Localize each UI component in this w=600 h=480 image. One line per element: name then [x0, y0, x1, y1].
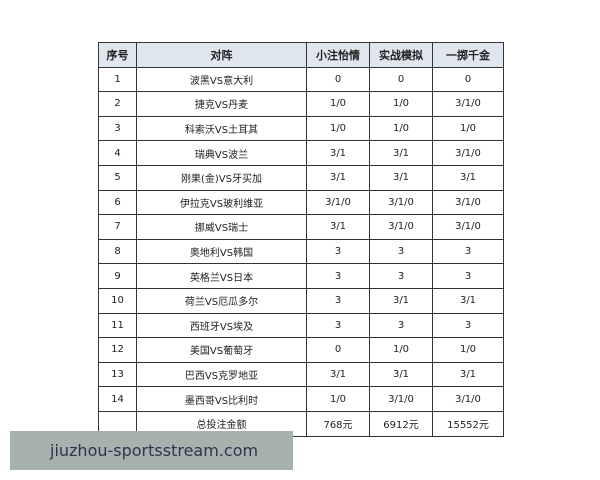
table-cell: 3/1: [369, 287, 433, 314]
table-cell: 捷克VS丹麦: [136, 91, 307, 117]
table-cell: 4: [98, 140, 137, 166]
table-cell: 波黑VS意大利: [136, 66, 307, 93]
table-cell: 3/1/0: [432, 189, 504, 216]
table-cell: 3/1: [306, 140, 370, 166]
table-row: 9 英格兰VS日本 3 3 3: [98, 263, 504, 289]
column-header: 序号: [98, 42, 137, 68]
table-cell: 7: [98, 214, 137, 240]
table-row: 11 西班牙VS埃及 3 3 3: [98, 312, 504, 339]
table-cell: 3/1/0: [369, 189, 433, 216]
table-cell: 美国VS葡萄牙: [136, 337, 307, 363]
table-row: 3 科索沃VS土耳其 1/0 1/0 1/0: [98, 115, 504, 142]
table-cell: 8: [98, 238, 137, 265]
table-cell: 英格兰VS日本: [136, 263, 307, 289]
table-cell: 3/1/0: [369, 214, 433, 240]
table-cell: 0: [306, 66, 370, 93]
table-row: 7 挪威VS瑞士 3/1 3/1/0 3/1/0: [98, 214, 504, 240]
table-row: 12 美国VS葡萄牙 0 1/0 1/0: [98, 337, 504, 363]
table-cell: 科索沃VS土耳其: [136, 115, 307, 142]
table-row: 8 奥地利VS韩国 3 3 3: [98, 238, 504, 265]
table-row: 6 伊拉克VS玻利维亚 3/1/0 3/1/0 3/1/0: [98, 189, 504, 216]
table-cell: 12: [98, 337, 137, 363]
table-row: 14 墨西哥VS比利时 1/0 3/1/0 3/1/0: [98, 386, 504, 412]
table-cell: 3/1/0: [432, 214, 504, 240]
table-cell: 3/1: [432, 287, 504, 314]
table-cell: 1/0: [432, 115, 504, 142]
table-cell: 3/1/0: [369, 386, 433, 412]
table-cell: 14: [98, 386, 137, 412]
table-cell: 13: [98, 361, 137, 388]
table-cell: 3: [432, 263, 504, 289]
table-cell: 1/0: [432, 337, 504, 363]
table-cell: 3/1/0: [432, 140, 504, 166]
table-cell: 3: [306, 287, 370, 314]
table-cell: 2: [98, 91, 137, 117]
table-cell: 3: [369, 312, 433, 339]
watermark-text: jiuzhou-sportsstream.com: [50, 441, 259, 460]
table-cell: 3/1: [369, 361, 433, 388]
column-header: 小注怡情: [306, 42, 370, 68]
betting-table: 序号 对阵 小注怡情 实战模拟 一掷千金 1 波黑VS意大利 0 0 0 2 捷克VS丹麦 1/0 1/…: [98, 42, 504, 437]
table-cell: 1/0: [369, 337, 433, 363]
table-cell: 0: [369, 66, 433, 93]
table-cell: 挪威VS瑞士: [136, 214, 307, 240]
column-header: 一掷千金: [432, 42, 504, 68]
table-row: 1 波黑VS意大利 0 0 0: [98, 66, 504, 93]
table-cell: 3: [369, 263, 433, 289]
table-row: 10 荷兰VS厄瓜多尔 3 3/1 3/1: [98, 287, 504, 314]
total-value: 6912元: [369, 410, 433, 437]
table-cell: 5: [98, 164, 137, 191]
table-cell: 3/1: [369, 164, 433, 191]
watermark-banner: jiuzhou-sportsstream.com: [10, 431, 293, 470]
table-cell: 10: [98, 287, 137, 314]
table-cell: 3: [306, 312, 370, 339]
table-cell: 3: [306, 263, 370, 289]
table-cell: 荷兰VS厄瓜多尔: [136, 287, 307, 314]
table-row: 2 捷克VS丹麦 1/0 1/0 3/1/0: [98, 91, 504, 117]
table-cell: 3/1/0: [432, 386, 504, 412]
table-cell: 巴西VS克罗地亚: [136, 361, 307, 388]
table-cell: 3/1: [306, 214, 370, 240]
table-cell: 11: [98, 312, 137, 339]
table-row: 5 刚果(金)VS牙买加 3/1 3/1 3/1: [98, 164, 504, 191]
table-cell: 3: [432, 312, 504, 339]
table-cell: 1/0: [306, 91, 370, 117]
table-cell: 1/0: [306, 386, 370, 412]
table-cell: 1/0: [369, 115, 433, 142]
table-cell: 3/1: [432, 164, 504, 191]
table-cell: 0: [432, 66, 504, 93]
table-cell: 3/1: [306, 361, 370, 388]
table-cell: 3: [98, 115, 137, 142]
table-cell: 刚果(金)VS牙买加: [136, 164, 307, 191]
table-cell: 3/1: [306, 164, 370, 191]
table-cell: 1/0: [306, 115, 370, 142]
table-cell: 3: [306, 238, 370, 265]
total-value: 15552元: [432, 410, 504, 437]
table-cell: 0: [306, 337, 370, 363]
table-cell: 墨西哥VS比利时: [136, 386, 307, 412]
table-cell: 6: [98, 189, 137, 216]
column-header: 对阵: [136, 42, 307, 68]
column-header: 实战模拟: [369, 42, 433, 68]
table-cell: 1: [98, 66, 137, 93]
table-cell: 9: [98, 263, 137, 289]
table-cell: 3/1: [432, 361, 504, 388]
table-cell: 3/1/0: [432, 91, 504, 117]
table-cell: 伊拉克VS玻利维亚: [136, 189, 307, 216]
table-cell: 3: [369, 238, 433, 265]
total-value: 768元: [306, 410, 370, 437]
table-row: 4 瑞典VS波兰 3/1 3/1 3/1/0: [98, 140, 504, 166]
table-cell: 奥地利VS韩国: [136, 238, 307, 265]
table-cell: 1/0: [369, 91, 433, 117]
table-row: 13 巴西VS克罗地亚 3/1 3/1 3/1: [98, 361, 504, 388]
table-cell: 3/1: [369, 140, 433, 166]
table-cell: 3: [432, 238, 504, 265]
table-cell: 3/1/0: [306, 189, 370, 216]
table-cell: 瑞典VS波兰: [136, 140, 307, 166]
header-row: 序号 对阵 小注怡情 实战模拟 一掷千金: [98, 42, 504, 68]
table-cell: 西班牙VS埃及: [136, 312, 307, 339]
